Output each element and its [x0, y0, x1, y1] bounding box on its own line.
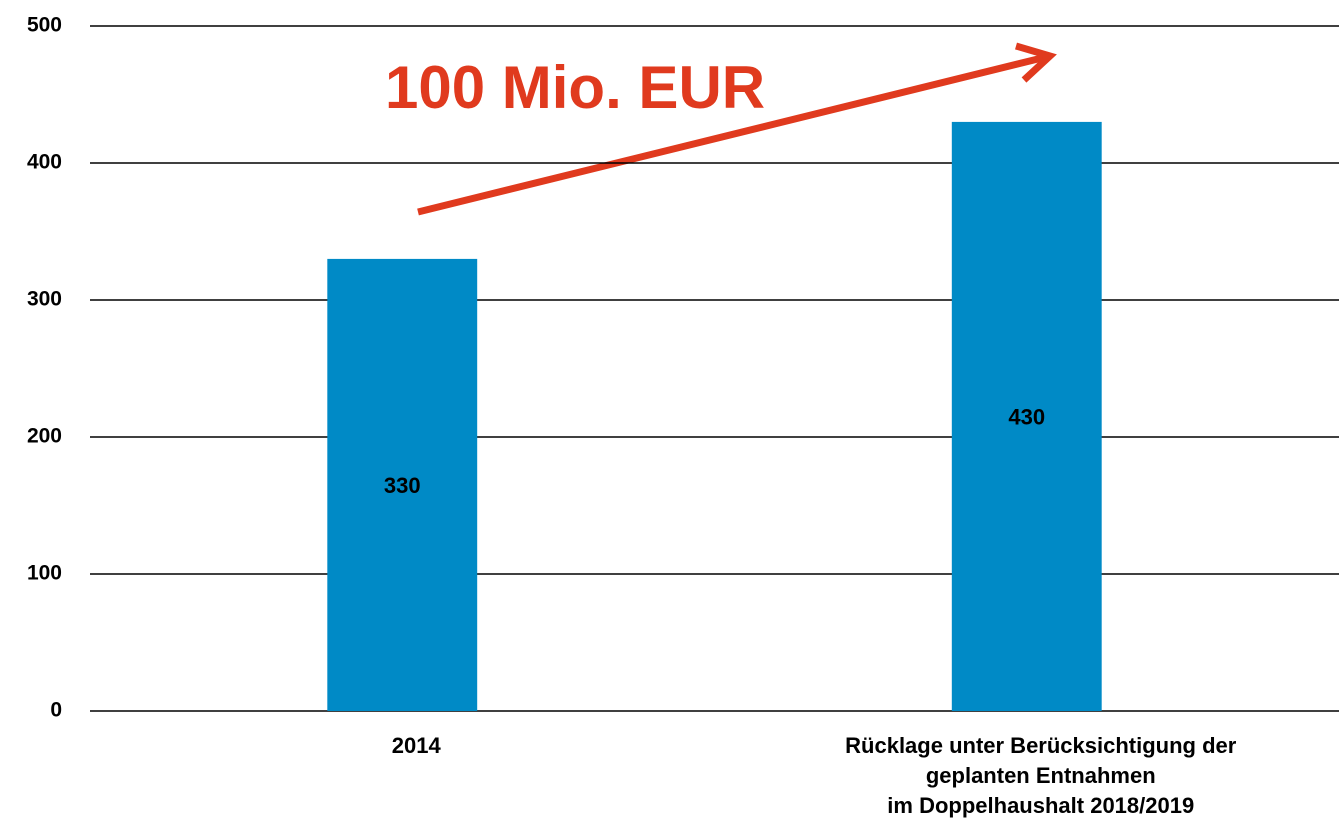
y-tick-label: 100 — [27, 562, 62, 585]
x-tick-label: 2014 — [391, 733, 441, 758]
x-tick-label: Rücklage unter Berücksichtigung der gepl… — [845, 733, 1237, 818]
annotation: 100 Mio. EUR — [385, 54, 765, 121]
value-label: 430 — [1008, 404, 1045, 429]
arrow-line — [417, 53, 1047, 216]
value-label: 330 — [384, 473, 421, 498]
bar — [951, 121, 1102, 711]
y-tick-label: 200 — [27, 425, 62, 448]
y-tick-label: 400 — [27, 151, 62, 174]
y-tick-label: 500 — [27, 14, 62, 37]
arrow-head — [1015, 42, 1057, 83]
y-tick-label: 0 — [50, 699, 62, 722]
y-tick-label: 300 — [27, 288, 62, 311]
bar — [327, 258, 478, 711]
